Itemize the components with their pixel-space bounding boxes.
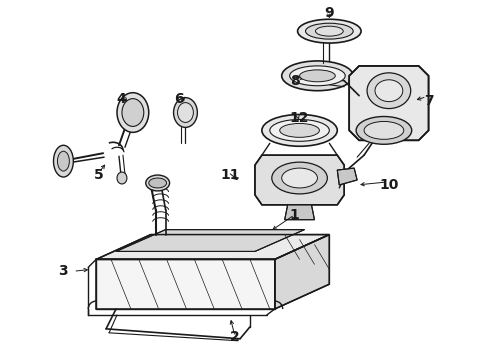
Polygon shape: [275, 235, 329, 309]
Ellipse shape: [299, 70, 335, 82]
Ellipse shape: [173, 98, 197, 127]
Ellipse shape: [122, 99, 144, 126]
Ellipse shape: [117, 172, 127, 184]
Ellipse shape: [149, 178, 167, 188]
Text: 10: 10: [379, 178, 398, 192]
Ellipse shape: [316, 26, 343, 36]
Ellipse shape: [262, 114, 337, 146]
Ellipse shape: [280, 123, 319, 137]
Ellipse shape: [53, 145, 74, 177]
Text: 11: 11: [220, 168, 240, 182]
Ellipse shape: [57, 151, 70, 171]
Ellipse shape: [356, 117, 412, 144]
Text: 7: 7: [424, 94, 433, 108]
Text: 12: 12: [290, 112, 309, 126]
Ellipse shape: [297, 19, 361, 43]
Polygon shape: [255, 155, 344, 205]
Text: 1: 1: [290, 208, 299, 222]
Text: 6: 6: [173, 92, 183, 105]
Ellipse shape: [146, 175, 170, 191]
Ellipse shape: [364, 121, 404, 139]
Text: 4: 4: [116, 92, 126, 105]
Text: 9: 9: [324, 6, 334, 20]
Polygon shape: [96, 260, 275, 309]
Polygon shape: [337, 168, 357, 185]
Ellipse shape: [375, 80, 403, 102]
Text: 2: 2: [230, 330, 240, 344]
Ellipse shape: [306, 23, 353, 39]
Ellipse shape: [272, 162, 327, 194]
Ellipse shape: [282, 168, 318, 188]
Text: 3: 3: [59, 264, 68, 278]
Ellipse shape: [270, 120, 329, 141]
Text: 8: 8: [290, 74, 299, 88]
Polygon shape: [285, 205, 315, 220]
Polygon shape: [349, 66, 429, 140]
Ellipse shape: [117, 93, 149, 132]
Ellipse shape: [282, 61, 353, 91]
Text: 5: 5: [94, 168, 104, 182]
Ellipse shape: [177, 103, 194, 122]
Polygon shape: [116, 230, 305, 251]
Ellipse shape: [367, 73, 411, 109]
Ellipse shape: [290, 66, 345, 86]
Polygon shape: [96, 235, 329, 260]
